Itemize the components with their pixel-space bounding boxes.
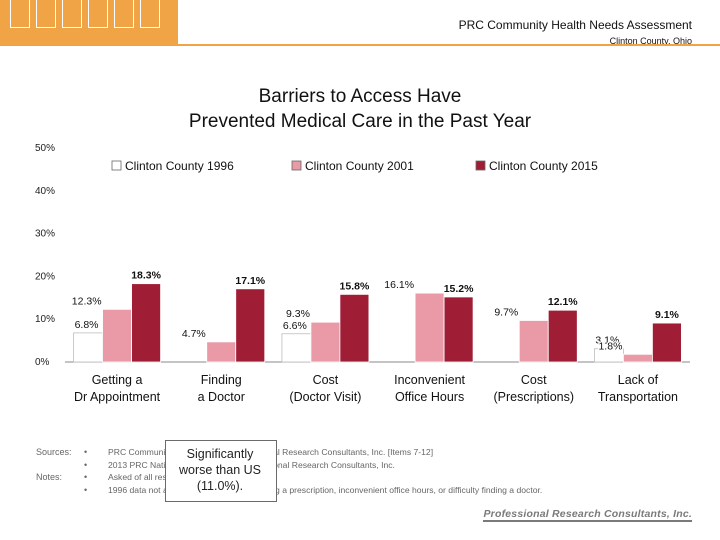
logo-square: [36, 0, 56, 28]
bar-1: [73, 332, 103, 363]
category-label: Cost: [313, 373, 339, 387]
bar-3: [652, 322, 682, 363]
category-label: a Doctor: [198, 390, 245, 404]
callout-box: [165, 440, 277, 502]
bar-3: [235, 288, 266, 363]
footnote-bullet: •: [84, 472, 88, 482]
category-label: Cost: [521, 373, 547, 387]
bar-1: [281, 333, 312, 363]
data-label: 18.3%: [131, 270, 161, 282]
chart-title-line-2: Prevented Medical Care in the Past Year: [188, 111, 532, 132]
bar-3: [131, 283, 161, 363]
chart-title-line-1: Barriers to Access Have: [258, 86, 462, 107]
logo-square: [62, 0, 82, 28]
callout-line-1: Significantly: [186, 447, 254, 461]
footnote-bullet: •: [84, 459, 88, 470]
legend-swatch: [475, 160, 486, 171]
report-location: Clinton County, Ohio: [609, 36, 692, 46]
category-label: Dr Appointment: [74, 390, 161, 404]
y-tick-label: 10%: [35, 314, 55, 325]
footnote-labels: Sources: Notes:: [36, 446, 72, 496]
logo-square: [88, 0, 108, 28]
footnote-note-1: Asked of all respondents.: [108, 472, 205, 482]
data-label: 6.6%: [283, 320, 307, 332]
bar-3: [443, 296, 474, 363]
data-label: 12.3%: [72, 295, 102, 307]
footnote-note-2: 1996 data not available for difficulty o…: [108, 484, 543, 495]
data-label: 6.8%: [75, 319, 99, 331]
bar-2: [102, 308, 132, 363]
bar-2: [518, 320, 549, 363]
bar-2: [206, 341, 237, 363]
category-label: Transportation: [598, 390, 678, 404]
footnote-label: Sources:: [36, 447, 72, 457]
footnote-bullet: •: [84, 447, 88, 457]
header-rule: [0, 44, 720, 46]
data-label: 1.8%: [598, 340, 622, 352]
data-label: 9.3%: [286, 308, 310, 320]
bar-2: [623, 353, 653, 363]
bar-2: [414, 292, 445, 363]
logo-square: [114, 0, 134, 28]
footnote-bullet: •: [84, 484, 88, 495]
legend-swatch: [111, 160, 122, 171]
y-tick-label: 20%: [35, 271, 55, 282]
bar-3: [339, 293, 370, 363]
bar-2: [310, 321, 341, 363]
data-label: 4.7%: [182, 328, 206, 340]
y-tick-label: 30%: [35, 229, 55, 240]
callout-line-2: worse than US: [179, 463, 261, 477]
category-label: (Doctor Visit): [289, 390, 361, 404]
prc-footer-logo: Professional Research Consultants, Inc.: [483, 508, 692, 522]
legend-label: Clinton County 1996: [125, 159, 234, 173]
footnote-label: [36, 459, 72, 472]
data-label: 17.1%: [235, 275, 265, 287]
legend-label: Clinton County 2001: [305, 159, 414, 173]
data-label: 15.2%: [444, 283, 474, 295]
y-tick-label: 40%: [35, 186, 55, 197]
footnote-label: Notes:: [36, 472, 63, 482]
logo-square: [10, 0, 30, 28]
data-label: 9.1%: [655, 309, 680, 321]
legend-swatch: [291, 160, 302, 171]
prc-logo-block: [0, 0, 178, 44]
legend-label: Clinton County 2015: [489, 159, 598, 173]
callout-line-3: (11.0%).: [196, 479, 244, 493]
category-label: Finding: [201, 373, 242, 387]
bar-3: [547, 309, 578, 363]
data-label: 3.1%: [595, 335, 619, 347]
data-label: 12.1%: [548, 296, 578, 308]
report-title: PRC Community Health Needs Assessment: [458, 18, 692, 32]
logo-square: [140, 0, 160, 28]
footnote-label: [36, 484, 72, 497]
footnote-bullets: • • • •: [84, 446, 87, 496]
category-label: Inconvenient: [394, 373, 465, 387]
y-tick-label: 0%: [35, 357, 50, 368]
callout-text: Significantly worse than US (11.0%).: [165, 446, 275, 494]
data-label: 9.7%: [494, 306, 518, 318]
data-label: 15.8%: [340, 280, 370, 292]
category-label: (Prescriptions): [493, 390, 574, 404]
y-tick-label: 50%: [35, 143, 55, 154]
data-label: 16.1%: [384, 279, 414, 291]
category-label: Getting a: [92, 373, 143, 387]
category-label: Lack of: [618, 373, 659, 387]
category-label: Office Hours: [395, 390, 464, 404]
